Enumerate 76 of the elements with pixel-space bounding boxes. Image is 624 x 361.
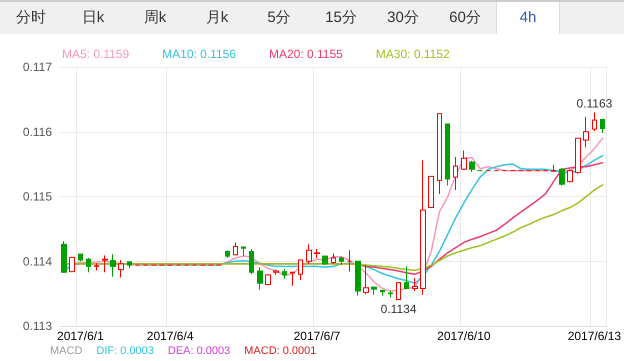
y-tick-label: 0.115 — [22, 190, 52, 204]
candlestick — [61, 240, 67, 274]
candlestick — [592, 112, 597, 132]
text: MA5: 0.1159 — [62, 47, 130, 61]
candlestick — [347, 250, 352, 272]
candlestick — [265, 274, 271, 286]
text: 月k — [204, 8, 230, 28]
candlestick — [331, 252, 336, 264]
candlestick — [428, 176, 434, 208]
text: MA30: 0.1152 — [376, 47, 450, 61]
candlestick — [396, 281, 401, 301]
text: 分时 — [15, 8, 47, 28]
text: 15分 — [324, 8, 358, 28]
x-tick-label: 2017/6/10 — [437, 329, 491, 343]
candlestick — [273, 269, 279, 276]
candlestick — [127, 260, 132, 269]
candlestick — [445, 123, 450, 186]
candlestick — [567, 168, 573, 183]
candlestick — [249, 248, 254, 275]
y-tick-label: 0.114 — [22, 254, 52, 268]
candlestick — [282, 268, 287, 280]
candlestick — [412, 278, 418, 292]
text: 30分 — [386, 8, 420, 28]
candlestick — [69, 256, 75, 273]
candlestick — [388, 290, 393, 298]
candlestick — [355, 260, 361, 296]
text: MA20: 0.1155 — [268, 47, 344, 61]
text: DEA: 0.0003 — [168, 345, 230, 357]
x-tick-label: 2017/6/1 — [57, 329, 104, 343]
candlestick — [86, 258, 91, 273]
x-tick-label: 2017/6/4 — [146, 329, 194, 343]
y-tick-label: 0.117 — [22, 60, 52, 74]
candlestick — [363, 264, 369, 295]
candlestick — [420, 160, 426, 296]
annotation: 0.1163 — [576, 96, 613, 110]
candlestick — [404, 266, 409, 290]
candlestick — [306, 244, 312, 264]
candlestick — [559, 168, 565, 186]
candlestick — [94, 262, 99, 271]
candlestick — [298, 258, 303, 281]
candlestick — [583, 116, 589, 148]
candlestick — [380, 290, 385, 296]
y-tick-label: 0.116 — [22, 124, 52, 139]
x-tick-label: 2017/6/13 — [568, 329, 622, 343]
candlestick — [437, 113, 442, 194]
candlestick — [551, 164, 556, 172]
candlestick — [290, 271, 295, 286]
text: 60分 — [448, 8, 482, 28]
candlestick — [600, 118, 605, 134]
candlestick — [371, 286, 377, 296]
candlestick — [469, 160, 475, 172]
candlestick — [110, 254, 116, 278]
text: 5分 — [266, 8, 292, 28]
candlestick — [233, 242, 238, 256]
x-tick-label: 2017/6/7 — [294, 329, 341, 343]
text: MACD — [50, 345, 82, 357]
candlestick — [257, 266, 263, 290]
candlestick — [241, 246, 246, 257]
text: DIF: 0.0003 — [96, 345, 154, 357]
annotation: 0.1134 — [380, 302, 417, 316]
candlestick — [225, 250, 230, 259]
text: 4h — [496, 2, 560, 34]
candlestick — [118, 259, 124, 278]
candlestick — [102, 254, 108, 273]
candlestick — [78, 254, 83, 262]
candlestick — [322, 256, 328, 266]
text: 日k — [80, 8, 106, 28]
text: 周k — [142, 8, 168, 28]
candlestick — [461, 150, 467, 170]
candlestick — [314, 248, 320, 259]
candlestick — [339, 256, 344, 266]
candlestick — [575, 138, 581, 174]
y-tick-label: 0.113 — [22, 319, 52, 333]
text: MACD: 0.0001 — [244, 345, 316, 357]
candlestick — [453, 156, 458, 191]
text: MA10: 0.1156 — [162, 47, 236, 61]
